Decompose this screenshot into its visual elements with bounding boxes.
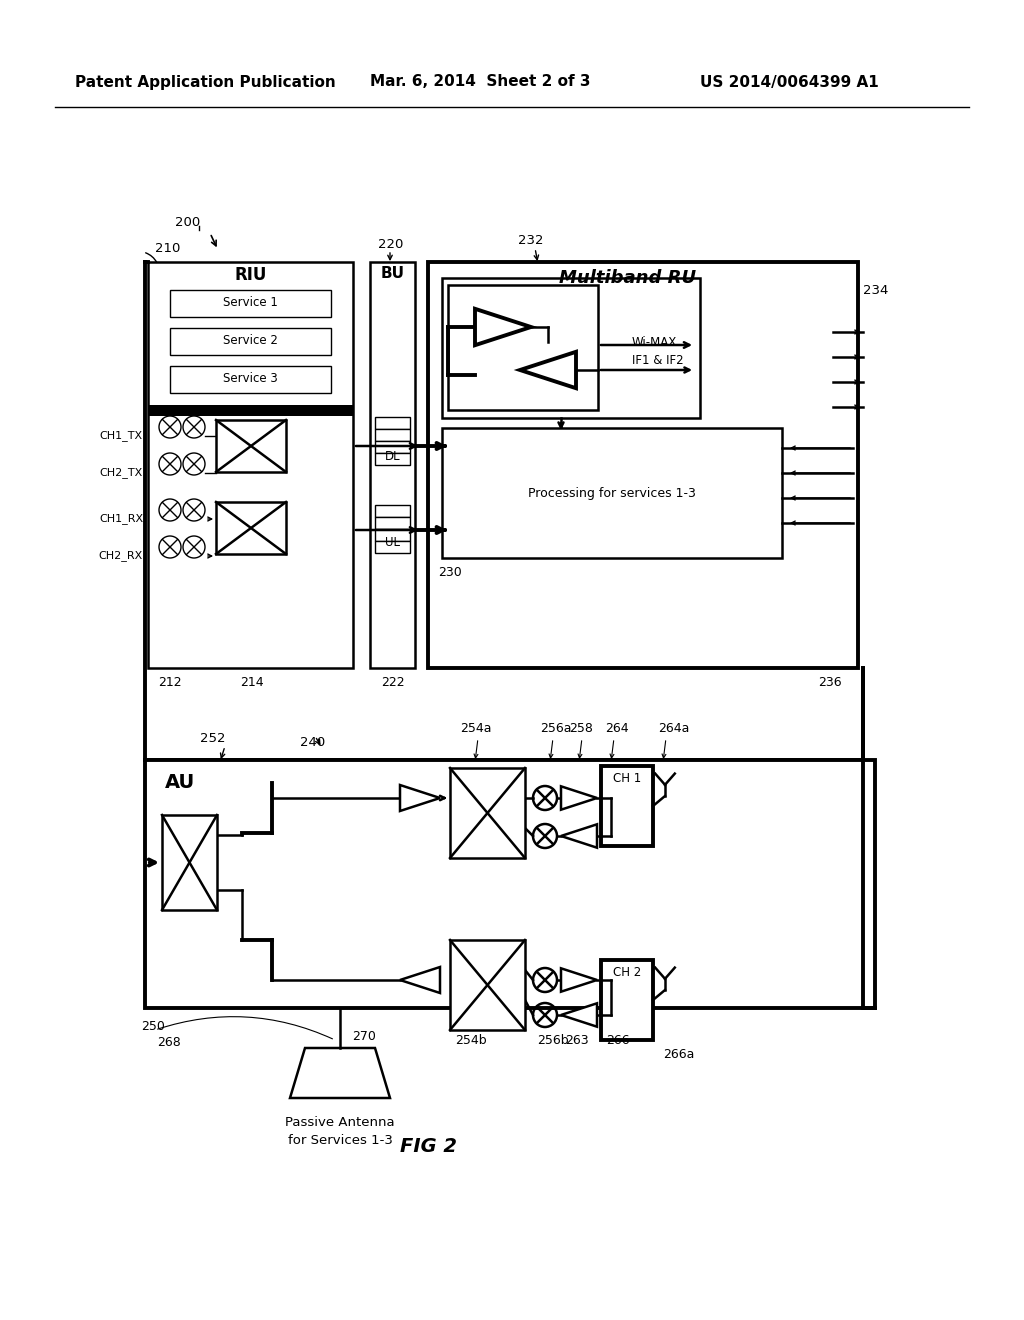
Bar: [170, 290, 331, 317]
Text: Service 3: Service 3: [223, 372, 278, 385]
Text: 240: 240: [300, 735, 326, 748]
Text: 263: 263: [565, 1034, 589, 1047]
Bar: [216, 420, 286, 473]
Polygon shape: [561, 824, 597, 847]
Bar: [450, 768, 525, 858]
Bar: [442, 428, 782, 558]
Text: AU: AU: [165, 772, 196, 792]
Text: 234: 234: [863, 284, 889, 297]
Polygon shape: [400, 785, 440, 810]
Text: RIU: RIU: [234, 267, 266, 284]
Text: 268: 268: [157, 1035, 181, 1048]
Text: 264: 264: [605, 722, 629, 734]
Bar: [148, 261, 353, 668]
Text: 210: 210: [155, 242, 180, 255]
Text: CH 2: CH 2: [613, 966, 641, 979]
Text: 236: 236: [818, 676, 842, 689]
Text: 254b: 254b: [455, 1034, 486, 1047]
Text: US 2014/0064399 A1: US 2014/0064399 A1: [700, 74, 879, 90]
Text: 256a: 256a: [540, 722, 571, 734]
Bar: [370, 261, 415, 668]
Text: Passive Antenna: Passive Antenna: [286, 1117, 395, 1130]
Text: 214: 214: [240, 676, 263, 689]
Text: Service 2: Service 2: [223, 334, 278, 347]
Text: 252: 252: [200, 731, 225, 744]
Text: 250: 250: [141, 1019, 165, 1032]
Bar: [375, 429, 410, 441]
Bar: [450, 940, 525, 1030]
Text: 270: 270: [352, 1030, 376, 1043]
Text: BU: BU: [381, 267, 404, 281]
Text: 266a: 266a: [663, 1048, 694, 1060]
Text: 264a: 264a: [658, 722, 689, 734]
Bar: [170, 327, 331, 355]
Text: 256b: 256b: [537, 1034, 568, 1047]
Bar: [375, 441, 410, 453]
Bar: [216, 502, 286, 554]
Polygon shape: [561, 787, 597, 809]
Bar: [375, 517, 410, 529]
Text: 258: 258: [569, 722, 593, 734]
Bar: [428, 261, 858, 668]
Polygon shape: [520, 352, 575, 388]
Text: 254a: 254a: [460, 722, 492, 734]
Text: 212: 212: [158, 676, 181, 689]
Bar: [162, 814, 217, 909]
Bar: [601, 766, 653, 846]
Bar: [145, 760, 874, 1008]
Bar: [375, 529, 410, 541]
Text: Service 1: Service 1: [223, 297, 278, 309]
Bar: [601, 960, 653, 1040]
Bar: [375, 417, 410, 429]
Text: CH1_RX: CH1_RX: [99, 513, 143, 524]
Text: CH2_TX: CH2_TX: [99, 467, 143, 478]
Bar: [148, 405, 353, 416]
Text: 222: 222: [381, 676, 404, 689]
Text: for Services 1-3: for Services 1-3: [288, 1134, 392, 1147]
Bar: [375, 506, 410, 517]
Text: CH2_RX: CH2_RX: [98, 550, 143, 561]
Text: 232: 232: [518, 234, 544, 247]
Bar: [375, 541, 410, 553]
Text: UL: UL: [385, 536, 400, 549]
Text: 220: 220: [378, 238, 403, 251]
Text: FIG 2: FIG 2: [400, 1138, 457, 1156]
Text: Patent Application Publication: Patent Application Publication: [75, 74, 336, 90]
Polygon shape: [400, 968, 440, 993]
Text: Mar. 6, 2014  Sheet 2 of 3: Mar. 6, 2014 Sheet 2 of 3: [370, 74, 591, 90]
Bar: [375, 453, 410, 465]
Polygon shape: [475, 309, 531, 346]
Text: 230: 230: [438, 565, 462, 578]
Bar: [449, 285, 598, 411]
Bar: [442, 279, 700, 418]
Text: Multiband RU: Multiband RU: [559, 269, 696, 286]
Text: CH 1: CH 1: [613, 772, 641, 785]
Text: DL: DL: [385, 450, 400, 463]
Text: Wi-MAX: Wi-MAX: [632, 337, 677, 350]
Text: 200: 200: [175, 215, 201, 228]
Polygon shape: [561, 1003, 597, 1027]
Polygon shape: [561, 969, 597, 991]
Text: CH1_TX: CH1_TX: [100, 430, 143, 441]
Text: 266: 266: [606, 1034, 630, 1047]
Text: Processing for services 1-3: Processing for services 1-3: [528, 487, 696, 499]
Text: IF1 & IF2: IF1 & IF2: [632, 354, 684, 367]
Bar: [170, 366, 331, 393]
